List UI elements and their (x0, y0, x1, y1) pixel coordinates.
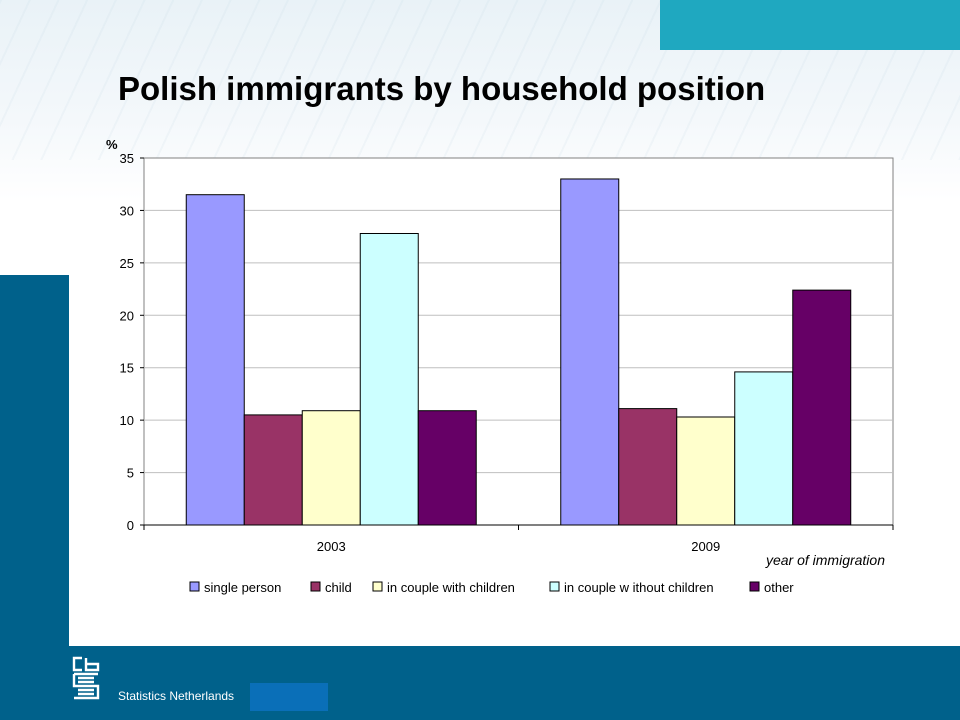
bar-2009-1 (618, 408, 678, 526)
legend-label: in couple w ithout children (564, 580, 714, 595)
footer-bar (250, 683, 328, 711)
bar-2003-3 (359, 232, 419, 526)
y-axis-ticks: 0 5 10 15 20 25 30 35 (120, 151, 144, 533)
accent-block (660, 0, 960, 50)
page-title: Polish immigrants by household position (118, 70, 766, 107)
legend-label: in couple with children (387, 580, 515, 595)
bar-2009-2 (676, 416, 736, 526)
bar-2003-2 (301, 410, 361, 526)
y-axis-label: % (106, 137, 118, 152)
legend-swatch (189, 581, 200, 592)
bar-2009-0 (560, 178, 620, 526)
bar-2003-1 (243, 414, 303, 526)
cbs-logo-icon (72, 656, 100, 700)
y-tick-label: 35 (120, 151, 134, 166)
x-tick-label: 2003 (317, 539, 346, 554)
bar-2009-3 (734, 371, 794, 526)
bar-2009-4 (792, 289, 852, 526)
bars (185, 178, 852, 526)
legend-swatch (749, 581, 760, 592)
bar-2003-4 (417, 410, 477, 526)
y-tick-label: 0 (127, 518, 134, 533)
x-axis: 2003 2009 (143, 524, 894, 554)
legend-swatch (372, 581, 383, 592)
legend-label: child (325, 580, 352, 595)
x-tick-label: 2009 (691, 539, 720, 554)
legend-label: single person (204, 580, 281, 595)
footer-text: Statistics Netherlands (118, 689, 235, 703)
left-band (0, 275, 69, 720)
y-tick-label: 25 (120, 256, 134, 271)
y-tick-label: 15 (120, 361, 134, 376)
bar-2003-0 (185, 194, 245, 526)
x-axis-label: year of immigration (765, 552, 885, 568)
y-tick-label: 10 (120, 413, 134, 428)
bottom-band (0, 646, 960, 720)
legend-label: other (764, 580, 794, 595)
y-tick-label: 5 (127, 466, 134, 481)
y-tick-label: 20 (120, 308, 134, 323)
legend: single person child in couple with childre… (189, 580, 794, 595)
y-tick-label: 30 (120, 203, 134, 218)
legend-swatch (549, 581, 560, 592)
legend-swatch (310, 581, 321, 592)
